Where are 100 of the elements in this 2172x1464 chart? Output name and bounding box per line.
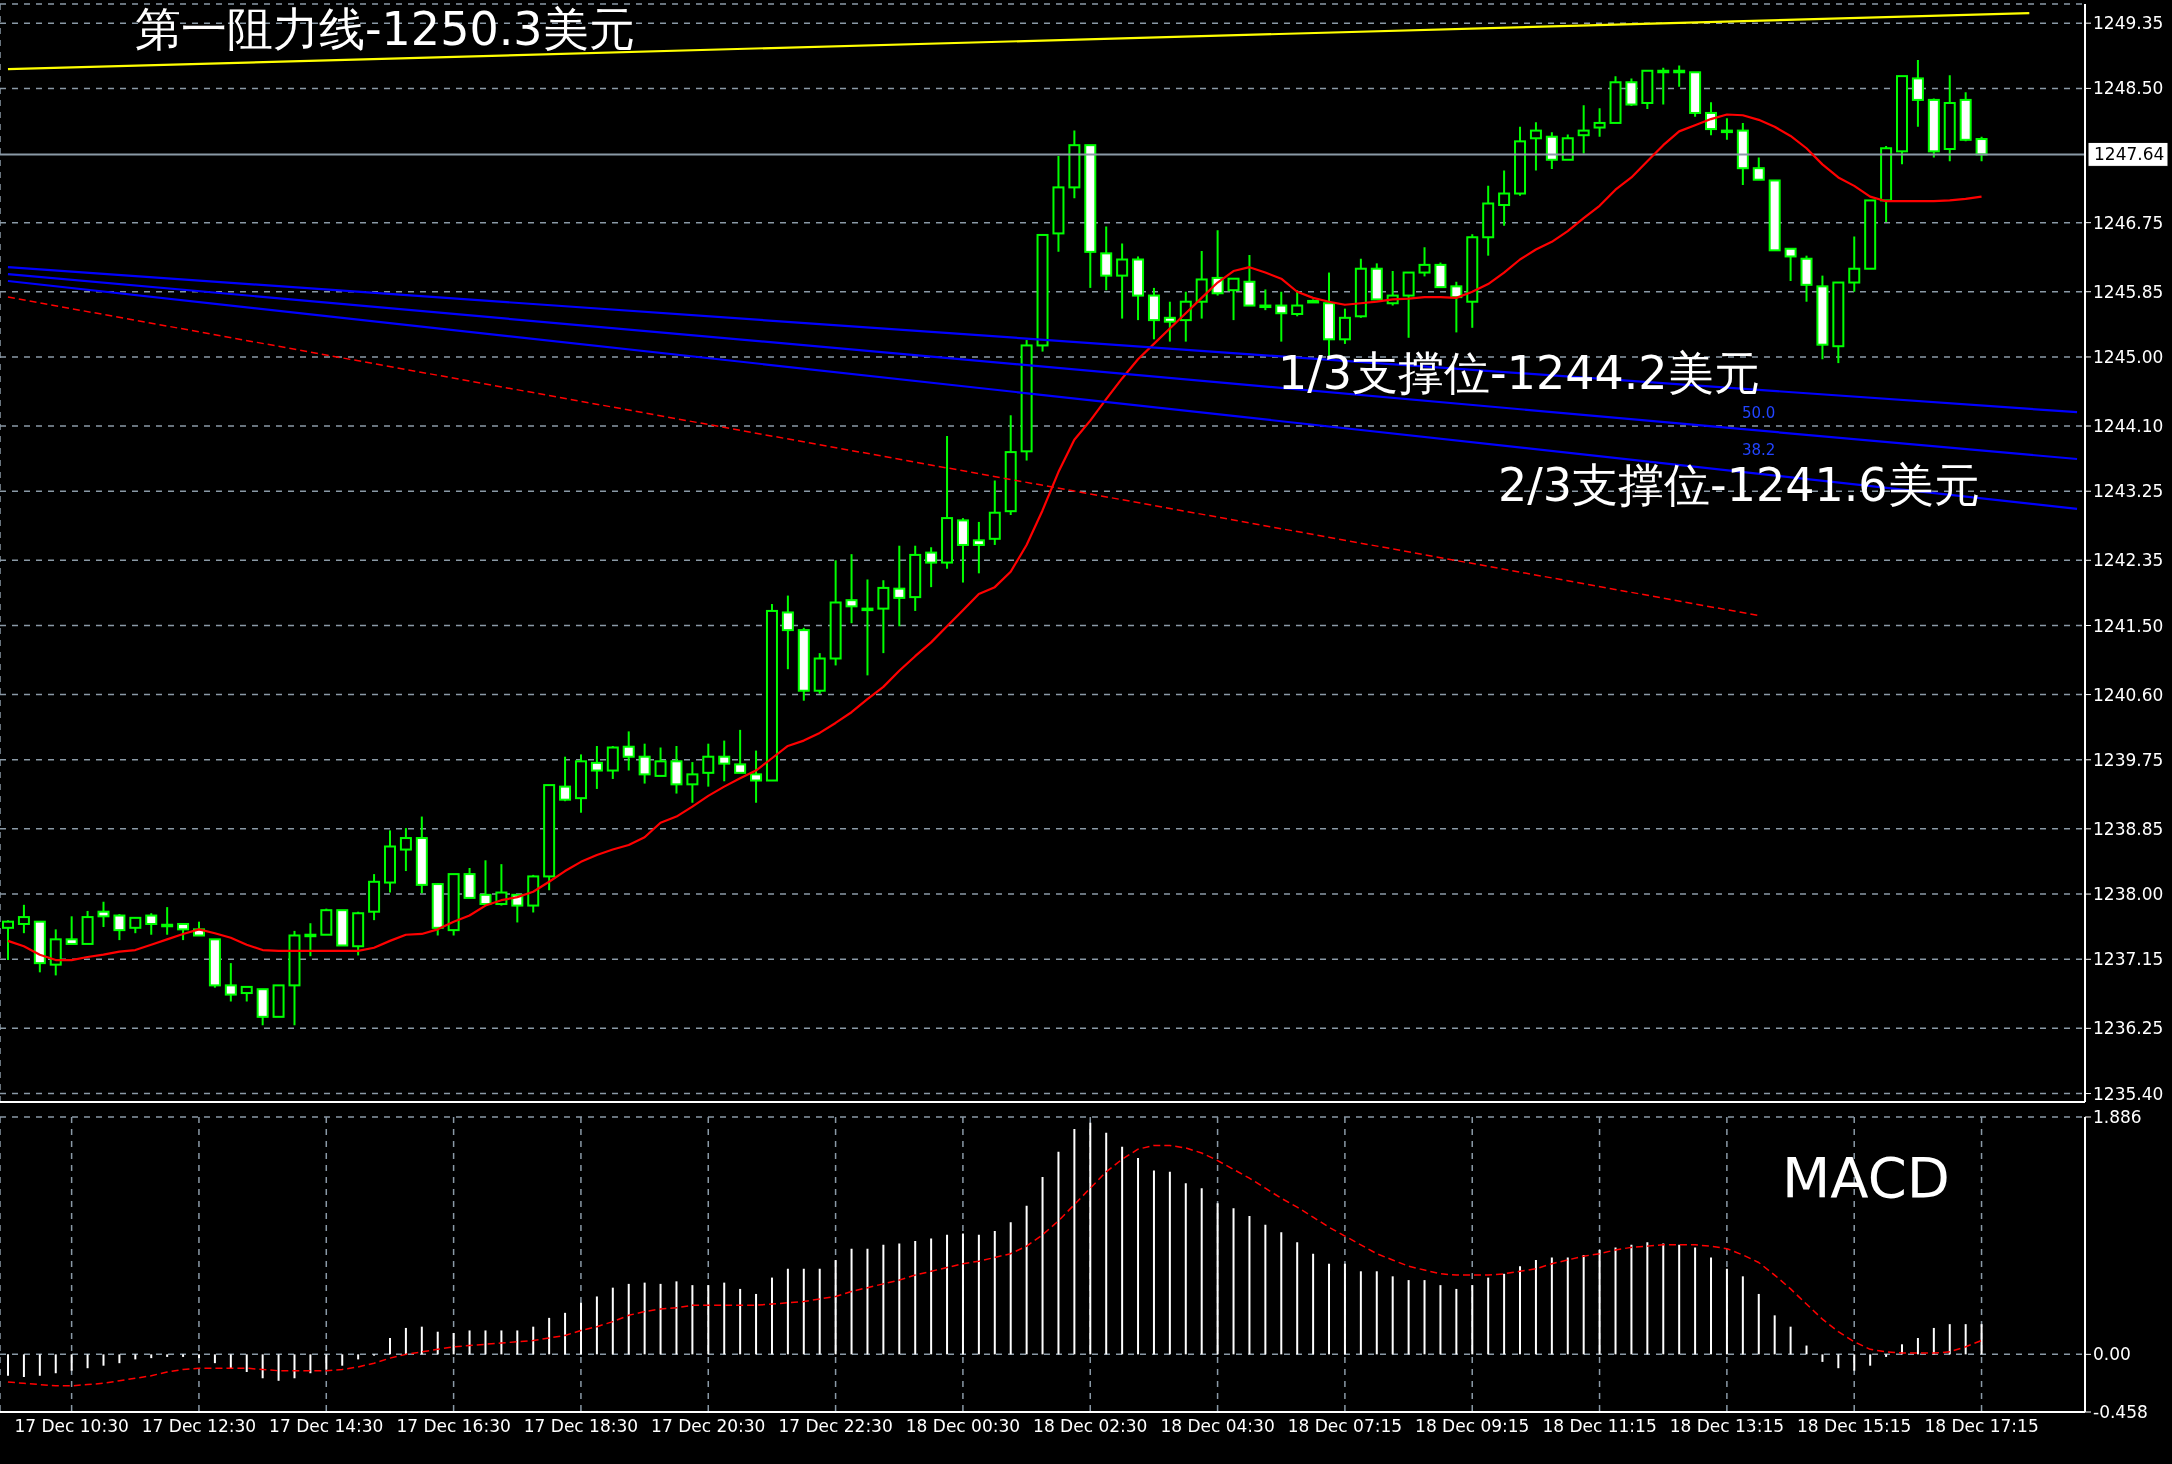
bar: [930, 1238, 933, 1355]
bar: [1407, 1280, 1410, 1355]
bar: [1916, 1338, 1919, 1355]
candlestick: [1418, 246, 1431, 278]
bar: [1184, 1183, 1187, 1355]
x-tick-label: 18 Dec 02:30: [1033, 1416, 1148, 1437]
x-tick-label: 18 Dec 04:30: [1160, 1416, 1275, 1437]
candlestick: [781, 594, 794, 671]
candlestick: [224, 962, 237, 1003]
bar: [1152, 1170, 1155, 1355]
bar: [277, 1354, 280, 1381]
bar: [261, 1354, 264, 1379]
bar: [325, 1354, 328, 1370]
bar: [484, 1330, 487, 1355]
bar: [1280, 1232, 1283, 1355]
bar: [1105, 1132, 1108, 1355]
text: MACD: [1782, 1145, 1950, 1210]
bar: [1248, 1215, 1251, 1355]
bar: [1073, 1129, 1076, 1355]
y-tick-label: 1238.00: [2093, 884, 2164, 905]
candlestick: [1450, 280, 1463, 334]
bar: [1885, 1354, 1888, 1357]
x-tick-label: 18 Dec 00:30: [905, 1416, 1021, 1437]
candlestick: [1848, 235, 1861, 293]
y-tick-label: 1242.35: [2093, 550, 2164, 571]
candlestick: [654, 746, 667, 777]
candlestick: [718, 739, 731, 783]
y-tick-label: 1248.50: [2093, 78, 2164, 99]
bar: [643, 1282, 646, 1355]
bar: [38, 1354, 41, 1376]
candlestick: [304, 922, 317, 958]
x-tick-label: 17 Dec 12:30: [141, 1416, 257, 1437]
bar: [961, 1233, 964, 1355]
bar: [1964, 1324, 1967, 1355]
bar: [611, 1287, 614, 1355]
candlestick: [161, 906, 174, 936]
candlestick: [750, 749, 763, 804]
y-tick-label: -0.458: [2093, 1402, 2148, 1423]
candlestick: [113, 913, 126, 942]
bar: [1948, 1324, 1951, 1355]
bar: [213, 1354, 216, 1364]
candlestick: [1720, 117, 1733, 141]
bar: [564, 1312, 567, 1355]
y-tick-label: 1236.25: [2093, 1018, 2164, 1039]
candlestick: [590, 744, 603, 790]
candlestick: [1577, 104, 1590, 155]
bar: [1200, 1188, 1203, 1355]
y-tick-label: 1235.40: [2093, 1083, 2164, 1104]
candlestick: [1275, 290, 1288, 343]
bar: [1025, 1205, 1028, 1355]
annotation: 50.0: [1742, 404, 1776, 422]
candlestick: [399, 827, 412, 873]
bar: [1710, 1257, 1713, 1355]
x-tick-label: 17 Dec 14:30: [269, 1416, 384, 1437]
candlestick: [702, 742, 715, 788]
bar: [1550, 1257, 1553, 1355]
bar: [166, 1354, 169, 1357]
bar: [197, 1354, 200, 1359]
y-tick-label: 1244.10: [2093, 416, 2164, 437]
bar: [1312, 1253, 1315, 1355]
bar: [1773, 1315, 1776, 1355]
candlestick: [606, 744, 619, 780]
candlestick: [877, 579, 890, 655]
bar: [86, 1354, 89, 1369]
annotation: 第一阻力线-1250.3美元: [135, 2, 635, 56]
y-tick-label: 1245.85: [2093, 281, 2164, 302]
bar: [468, 1330, 471, 1355]
candlestick: [622, 730, 635, 772]
bar: [1725, 1268, 1728, 1355]
bar: [1630, 1244, 1633, 1355]
candlestick: [1163, 300, 1176, 343]
candlestick: [1911, 59, 1924, 128]
bar: [22, 1354, 25, 1378]
bar: [723, 1282, 726, 1355]
bar: [1439, 1285, 1442, 1355]
ref-line-label: 1247.64: [2094, 144, 2165, 165]
candlestick: [686, 761, 699, 804]
bar: [691, 1285, 694, 1355]
x-tick-label: 18 Dec 11:15: [1542, 1416, 1657, 1437]
candlestick: [479, 859, 492, 906]
candlestick: [1673, 64, 1686, 88]
y-tick-label: 1240.60: [2093, 684, 2164, 705]
y-tick-label: 1239.75: [2093, 749, 2164, 770]
candlestick: [1338, 307, 1351, 345]
bar: [1869, 1354, 1872, 1366]
x-tick-label: 18 Dec 17:15: [1924, 1416, 2039, 1437]
bar: [1487, 1277, 1490, 1355]
bar: [548, 1317, 551, 1355]
bar: [866, 1248, 869, 1355]
candlestick: [1784, 247, 1797, 282]
bar: [309, 1354, 312, 1374]
y-tick-label: 1.886: [2093, 1107, 2142, 1128]
bar: [102, 1354, 105, 1366]
x-tick-label: 18 Dec 07:15: [1287, 1416, 1403, 1437]
annotation: 38.2: [1742, 441, 1776, 459]
bar: [1232, 1208, 1235, 1355]
candlestick: [1402, 271, 1415, 339]
x-tick-label: 18 Dec 13:15: [1669, 1416, 1785, 1437]
bar: [659, 1283, 662, 1355]
bar: [579, 1302, 582, 1355]
